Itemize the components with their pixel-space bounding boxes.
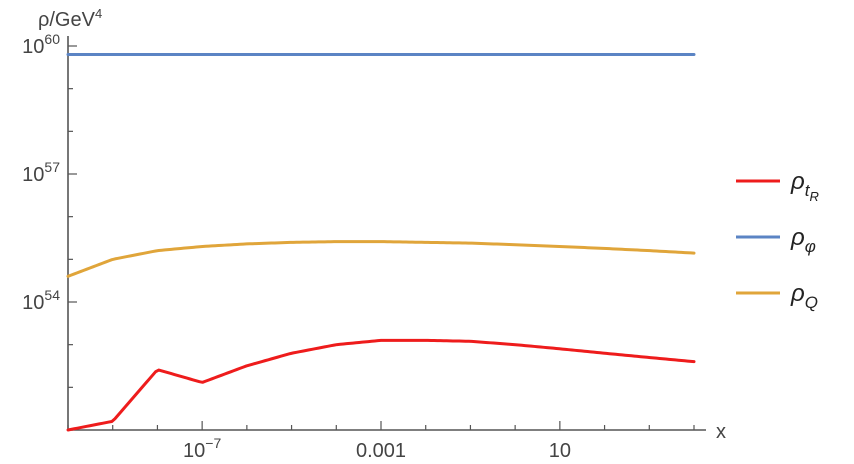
series-line-3	[66, 240, 696, 278]
axes-layer	[67, 36, 706, 431]
x-tick-label: 0.001	[356, 440, 406, 462]
y-tick-label: 1060	[22, 31, 60, 58]
series-layer	[66, 53, 696, 432]
legend-label: ρtR	[790, 168, 819, 204]
x-tick-label: 10	[549, 440, 571, 462]
legend: ρtR ρφ ρQ	[736, 168, 819, 312]
series-line-1	[66, 338, 696, 432]
y-axis-label: ρ/GeV4	[38, 6, 102, 31]
x-axis-label: x	[716, 421, 726, 443]
legend-label: ρφ	[790, 224, 816, 256]
x-tick-label: 10−7	[183, 435, 221, 462]
y-tick-label: 1057	[22, 159, 60, 186]
labels-layer: 1060 1057 1054 10−7 0.001 10 x ρ/GeV4	[22, 6, 726, 462]
y-tick-label: 1054	[22, 287, 60, 314]
legend-label: ρQ	[790, 280, 818, 312]
